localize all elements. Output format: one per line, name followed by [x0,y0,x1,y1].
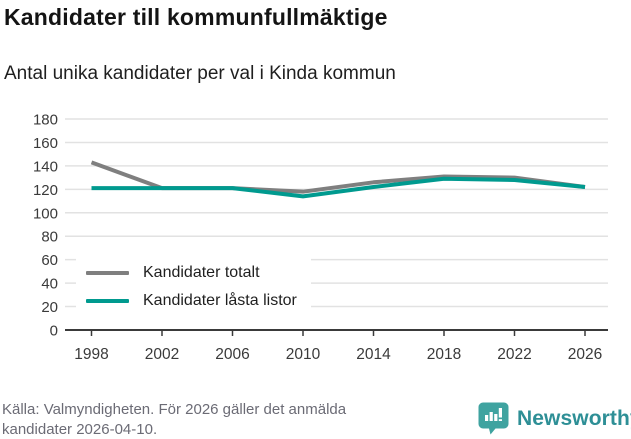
series-line-kandidater-l-sta-listor [91,176,586,199]
newsworthy-wordmark: Newsworthy [517,406,631,430]
y-tick-label-140: 140 [33,158,58,175]
y-tick-label-0: 0 [50,323,58,340]
x-tick-label-2002: 2002 [145,346,179,363]
y-tick-label-120: 120 [33,182,58,199]
x-tick-label-2022: 2022 [497,346,531,363]
y-tick-label-180: 180 [33,112,58,129]
line-chart: 0 20 40 60 80 100 120 140 160 180 1998 2002 2006 2010… [33,112,608,363]
x-tick-label-2014: 2014 [356,346,391,363]
legend-item-lasta-listor: Kandidater låsta listor [86,292,297,310]
x-tick-label-2026: 2026 [568,346,602,363]
source-note: Källa: Valmyndigheten. För 2026 gäller d… [2,401,347,438]
newsworthy-speech-bubble-chart-icon [478,402,509,435]
legend-item-totalt: Kandidater totalt [86,264,297,282]
chart-subtitle: Antal unika kandidater per val i Kinda k… [4,63,396,84]
legend-label-lasta-listor: Kandidater låsta listor [143,292,297,309]
y-tick-label-60: 60 [41,252,58,269]
y-tick-label-40: 40 [41,276,58,293]
y-tick-label-160: 160 [33,135,58,152]
legend-label-totalt: Kandidater totalt [143,264,260,281]
y-tick-label-100: 100 [33,205,58,222]
y-tick-label-20: 20 [41,299,58,316]
x-tick-label-2018: 2018 [427,346,461,363]
chart-legend: Kandidater totalt Kandidater låsta listo… [76,256,311,320]
legend-swatch-lasta-listor [86,299,129,303]
page-title: Kandidater till kommunfullmäktige [4,4,388,30]
newsworthy-logo: Newsworthy [478,402,631,435]
x-tick-label-2006: 2006 [215,346,249,363]
y-tick-label-80: 80 [41,229,58,246]
x-tick-label-1998: 1998 [74,346,108,363]
x-tick-label-2010: 2010 [286,346,321,363]
legend-swatch-totalt [86,271,129,275]
